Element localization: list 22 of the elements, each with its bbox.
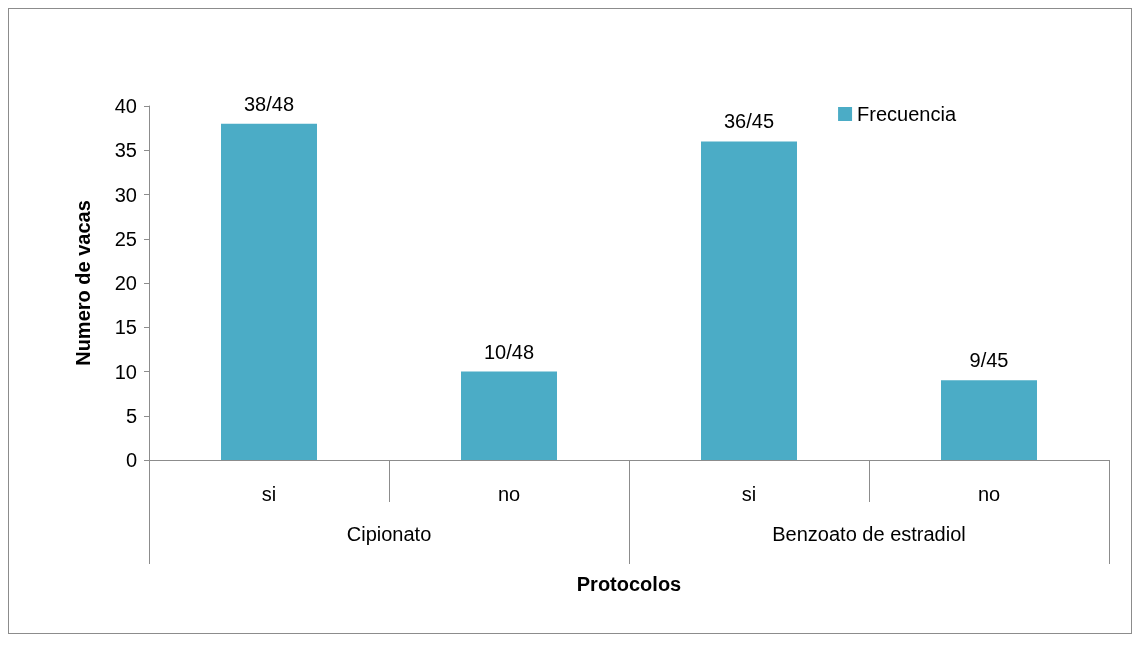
x-tick-label: no [497,483,521,505]
y-tick-label: 20 [114,272,137,294]
x-tick-label: si [261,483,277,505]
data-label: 38/48 [243,92,295,115]
y-tick-label: 0 [125,449,137,471]
legend-label: Frecuencia [857,103,957,125]
data-label: 10/48 [483,340,535,363]
x-tick-label: no [977,483,1001,505]
text: Benzoato de estradiol [772,523,966,545]
data-label: 9/45 [969,349,1009,372]
y-tick-label: 10 [114,360,137,383]
y-tick-label: 5 [125,404,137,427]
x-axis-title: Protocolos [576,573,682,595]
y-tick-label: 25 [114,227,137,250]
y-tick-label: 30 [114,183,137,206]
y-tick-label: 40 [114,95,137,117]
y-tick-label: 15 [114,316,137,339]
data-label: 36/45 [723,110,775,133]
text: Cipionato [346,523,432,545]
y-tick-label: 35 [114,139,137,162]
x-tick-label: si [741,483,757,505]
y-axis-title: Numero de vacas [72,200,94,366]
